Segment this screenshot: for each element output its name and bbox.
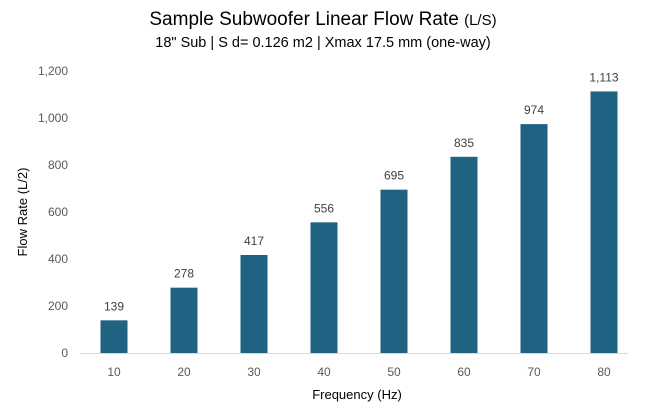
bar (590, 91, 618, 353)
x-tick-label: 80 (597, 365, 611, 379)
bar (380, 189, 408, 353)
y-tick-label: 1,000 (38, 111, 68, 125)
x-axis-label: Frequency (Hz) (312, 387, 402, 402)
bar (170, 287, 198, 353)
data-label: 417 (244, 234, 264, 248)
y-axis-label: Flow Rate (L/2) (15, 168, 30, 257)
data-label: 278 (174, 267, 194, 281)
x-tick-label: 40 (317, 365, 331, 379)
bar (310, 222, 338, 353)
x-tick-label: 20 (177, 365, 191, 379)
bar (450, 156, 478, 353)
y-tick-label: 1,200 (38, 64, 68, 78)
bar (520, 124, 548, 353)
bar (240, 255, 268, 353)
x-tick-label: 50 (387, 365, 401, 379)
data-label: 974 (524, 103, 544, 117)
bar (100, 320, 128, 353)
x-tick-label: 30 (247, 365, 261, 379)
y-tick-label: 400 (48, 252, 68, 266)
data-label: 835 (454, 136, 474, 150)
data-label: 556 (314, 201, 334, 215)
data-label: 695 (384, 169, 404, 183)
chart-title: Sample Subwoofer Linear Flow Rate (L/S) (0, 9, 646, 31)
x-tick-label: 10 (107, 365, 121, 379)
x-tick-label: 70 (527, 365, 541, 379)
chart-subtitle: 18" Sub | S d= 0.126 m2 | Xmax 17.5 mm (… (155, 35, 491, 51)
x-tick-label: 60 (457, 365, 471, 379)
y-tick-label: 800 (48, 158, 68, 172)
data-label: 139 (104, 299, 124, 313)
chart-title-unit: (L/S) (464, 12, 497, 29)
data-label: 1,113 (589, 70, 618, 84)
y-tick-label: 600 (48, 205, 68, 219)
chart-title-text: Sample Subwoofer Linear Flow Rate (149, 9, 459, 30)
y-tick-label: 200 (48, 299, 68, 313)
y-tick-label: 0 (61, 346, 68, 360)
